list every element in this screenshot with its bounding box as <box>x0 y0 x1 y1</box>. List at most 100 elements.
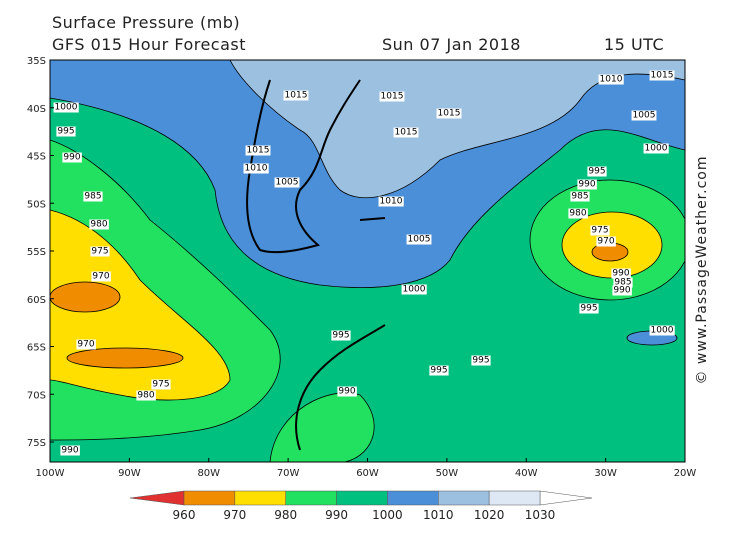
latitude-label: 65S <box>27 343 46 354</box>
contour-label-box <box>613 277 633 288</box>
contour-label: 1010 <box>245 164 268 174</box>
contour-label-box <box>568 208 588 219</box>
longitude-label: 40W <box>515 468 538 479</box>
contour-label-box <box>406 234 432 245</box>
contour-label: 1005 <box>276 178 299 188</box>
contour-label-box <box>331 330 351 341</box>
contour-label-box <box>631 110 657 121</box>
contour-label-box <box>429 365 449 376</box>
colorbar-label: 990 <box>325 508 348 522</box>
contour-label: 1015 <box>651 71 674 81</box>
contour-label-box <box>90 246 110 257</box>
latitude-label: 35S <box>27 56 46 67</box>
coastline <box>359 217 386 221</box>
contour-label: 1010 <box>600 75 623 85</box>
contour-label-box <box>245 145 271 156</box>
colorbar-label: 980 <box>274 508 297 522</box>
colorbar-swatch <box>387 490 439 506</box>
colorbar-label: 960 <box>173 508 196 522</box>
contour-label-box <box>76 339 96 350</box>
contour-label: 970 <box>77 340 94 350</box>
contour-label-box <box>579 303 599 314</box>
contour-label-box <box>643 143 669 154</box>
contour-label-box <box>598 74 624 85</box>
watermark: © www.PassageWeather.com <box>694 155 710 384</box>
contour-label: 1005 <box>633 111 656 121</box>
colorbar-swatch <box>183 490 236 506</box>
contour-label: 990 <box>63 153 80 163</box>
latitude-label: 45S <box>27 152 46 163</box>
latitude-label: 70S <box>27 390 46 401</box>
contour-label: 970 <box>597 237 614 247</box>
latitude-label: 50S <box>27 199 46 210</box>
colorbar: 960 970 980 990 1000 1010 1020 1030 <box>129 490 593 522</box>
contour-label: 1015 <box>381 92 404 102</box>
contour-label: 995 <box>430 366 447 376</box>
contour-label: 1015 <box>438 109 461 119</box>
colorbar-swatch <box>488 490 541 506</box>
colorbar-swatch <box>438 490 490 506</box>
region-960-970 <box>66 347 184 369</box>
contour-label: 990 <box>613 286 630 296</box>
contour-label-box <box>243 163 269 174</box>
contour-label: 980 <box>137 391 154 401</box>
contour-label: 1015 <box>285 91 308 101</box>
contour-label-box <box>151 379 171 390</box>
contour-label: 1000 <box>55 103 78 113</box>
contour-label: 975 <box>152 380 169 390</box>
colorbar-label: 1020 <box>474 508 505 522</box>
contour-label-box <box>649 70 675 81</box>
contour-label-box <box>590 225 610 236</box>
contour-label: 1005 <box>408 235 431 245</box>
contour-label: 985 <box>614 278 631 288</box>
colorbar-swatch <box>129 490 185 506</box>
contour-label: 970 <box>92 272 109 282</box>
contour-label: 995 <box>332 331 349 341</box>
colorbar-swatch <box>285 490 337 506</box>
contour-label-box <box>337 386 357 397</box>
contour-label: 975 <box>91 247 108 257</box>
contour-label-box <box>471 355 491 366</box>
contour-label-box <box>56 126 76 137</box>
longitude-label: 100W <box>36 468 65 479</box>
contour-label: 995 <box>57 127 74 137</box>
contour-label: 1010 <box>380 197 403 207</box>
contour-label-box <box>436 108 462 119</box>
contour-label: 990 <box>338 387 355 397</box>
contour-label-box <box>283 90 309 101</box>
contour-label: 975 <box>591 226 608 236</box>
longitude-label: 30W <box>594 468 617 479</box>
contour-label-box <box>89 219 109 230</box>
colorbar-label: 1010 <box>423 508 454 522</box>
contour-label-box <box>649 325 675 336</box>
colorbar-swatch <box>539 490 593 506</box>
contour-label-box <box>577 179 597 190</box>
colorbar-label: 1030 <box>525 508 556 522</box>
contour-label: 995 <box>588 167 605 177</box>
contour-label: 1000 <box>645 144 668 154</box>
contour-label: 985 <box>571 192 588 202</box>
contour-label: 1015 <box>395 128 418 138</box>
longitude-label: 80W <box>197 468 220 479</box>
region-960-970 <box>50 281 121 313</box>
time: 15 UTC <box>604 35 664 54</box>
contour-label: 1015 <box>247 146 270 156</box>
colorbar-label: 1000 <box>372 508 403 522</box>
contour-label-box <box>83 191 103 202</box>
contour-label-box <box>60 445 80 456</box>
longitude-label: 70W <box>277 468 300 479</box>
latitude-label: 55S <box>27 247 46 258</box>
contour-label-box <box>379 91 405 102</box>
region-980-990 <box>269 392 375 462</box>
contour-label-box <box>53 102 79 113</box>
contour-label: 990 <box>578 180 595 190</box>
contour-label-box <box>612 285 632 296</box>
latitude-label: 60S <box>27 295 46 306</box>
contour-label: 995 <box>472 356 489 366</box>
date: Sun 07 Jan 2018 <box>382 35 521 54</box>
contour-label: 985 <box>84 192 101 202</box>
colorbar-swatch <box>336 490 388 506</box>
contour-label-box <box>136 390 156 401</box>
contour-label-box <box>570 191 590 202</box>
